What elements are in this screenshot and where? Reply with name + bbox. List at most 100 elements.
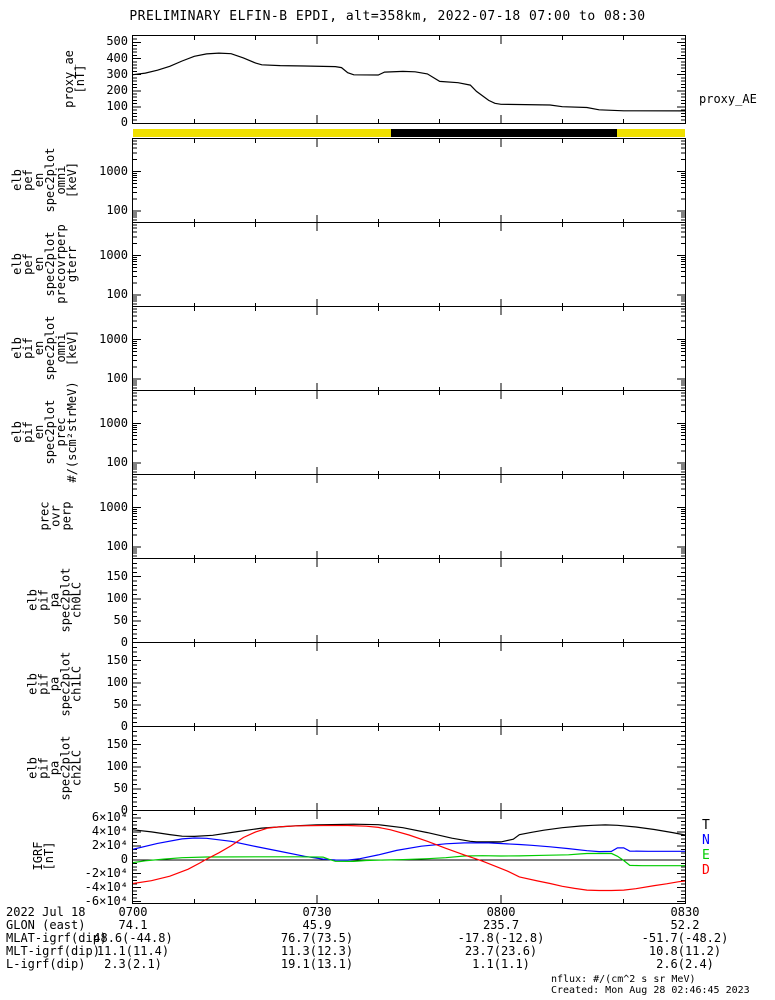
y-axis-label-elb_pef_en_spec2plot_precovrperp_gterr: elb pef en spec2plot precovrperp gterr [10, 224, 79, 304]
panel-elb_pif_pa_spec2plot_ch0lc [132, 558, 686, 644]
orbit-bar-segment-0 [133, 129, 391, 137]
ephemeris-value: -51.7(-48.2) [641, 931, 729, 945]
x-tick-label-0700: 0700 [118, 905, 148, 919]
y-tick-label-proxy_ae: 200 [106, 82, 128, 97]
y-axis-label-elb_pif_en_spec2plot_prec: elb pif en spec2plot prec #/(scm²strMeV) [10, 381, 79, 483]
y-tick-label-elb_pif_pa_spec2plot_ch2lc: 100 [106, 758, 128, 773]
ephemeris-value: 76.7(73.5) [280, 931, 354, 945]
panel-canvas-igrf [133, 811, 685, 903]
ephemeris-value: 19.1(13.1) [280, 957, 354, 971]
ephemeris-value: 23.7(23.6) [464, 944, 538, 958]
orbit-status-bar [133, 129, 685, 137]
y-tick-label-prec_ovr_perp: 1000 [99, 499, 128, 514]
ephemeris-value: -17.8(-12.8) [457, 931, 545, 945]
y-tick-label-igrf: -6×10⁴ [84, 893, 128, 908]
ephemeris-row-label-1: MLAT-igrf(dip) [6, 931, 108, 945]
panel-canvas-prec_ovr_perp [133, 475, 685, 559]
orbit-bar-segment-2 [616, 129, 685, 137]
plot-title: PRELIMINARY ELFIN-B EPDI, alt=358km, 202… [129, 9, 646, 24]
series-D-igrf [133, 824, 685, 892]
panel-prec_ovr_perp [132, 474, 686, 560]
y-tick-label-elb_pif_pa_spec2plot_ch0lc: 50 [113, 612, 128, 627]
y-axis-label-elb_pif_pa_spec2plot_ch1lc: elb pif pa spec2plot ch1LC [25, 651, 84, 717]
y-tick-label-elb_pef_en_spec2plot_omni: 1000 [99, 163, 128, 178]
legend-entry-E: E [702, 848, 710, 863]
y-tick-label-elb_pif_en_spec2plot_omni: 100 [106, 371, 128, 386]
y-axis-label-elb_pif_pa_spec2plot_ch2lc: elb pif pa spec2plot ch2LC [25, 735, 84, 801]
ephemeris-row-label-0: GLON (east) [6, 918, 86, 932]
ephemeris-value: 48.6(-44.8) [93, 931, 173, 945]
series-E-igrf [133, 852, 685, 867]
panel-canvas-elb_pif_en_spec2plot_omni [133, 307, 685, 391]
panel-canvas-proxy_ae [133, 36, 685, 123]
y-tick-label-elb_pif_pa_spec2plot_ch1lc: 50 [113, 696, 128, 711]
y-axis-label-elb_pif_en_spec2plot_omni: elb pif en spec2plot omni [keV] [10, 315, 79, 381]
footer-created-timestamp: Created: Mon Aug 28 02:46:45 2023 [551, 985, 750, 996]
x-tick-label-0830: 0830 [670, 905, 700, 919]
panel-canvas-elb_pif_pa_spec2plot_ch0lc [133, 559, 685, 643]
panel-canvas-elb_pef_en_spec2plot_omni [133, 139, 685, 223]
y-tick-label-igrf: 0 [120, 851, 128, 866]
ephemeris-value: 45.9 [302, 918, 332, 932]
y-tick-label-prec_ovr_perp: 100 [106, 539, 128, 554]
y-tick-label-elb_pif_pa_spec2plot_ch0lc: 100 [106, 590, 128, 605]
legend-entry-N: N [702, 833, 710, 848]
ephemeris-value: 10.8(11.2) [648, 944, 722, 958]
series-proxy_AE-proxy_ae [133, 52, 685, 112]
orbit-bar-segment-1 [390, 129, 617, 137]
panel-elb_pif_en_spec2plot_prec [132, 390, 686, 476]
y-tick-label-elb_pif_pa_spec2plot_ch1lc: 0 [120, 719, 128, 733]
y-axis-label-proxy_ae: proxy_ae [nT] [62, 49, 87, 108]
legend-entry-T: T [702, 818, 710, 833]
ephemeris-date: 2022 Jul 18 [6, 905, 86, 919]
y-tick-label-igrf: -4×10⁴ [84, 879, 128, 894]
y-tick-label-proxy_ae: 100 [106, 98, 128, 113]
ephemeris-value: 11.1(11.4) [96, 944, 170, 958]
y-tick-label-proxy_ae: 500 [106, 34, 128, 49]
y-tick-label-proxy_ae: 300 [106, 66, 128, 81]
y-tick-label-elb_pif_pa_spec2plot_ch0lc: 0 [120, 635, 128, 649]
y-tick-label-elb_pif_en_spec2plot_prec: 100 [106, 455, 128, 470]
y-axis-label-elb_pif_pa_spec2plot_ch0lc: elb pif pa spec2plot ch0LC [25, 567, 84, 633]
ephemeris-row-label-3: L-igrf(dip) [6, 957, 86, 971]
ephemeris-row-label-2: MLT-igrf(dip) [6, 944, 100, 958]
panel-elb_pif_pa_spec2plot_ch2lc [132, 726, 686, 812]
x-tick-label-0730: 0730 [302, 905, 332, 919]
y-axis-label-prec_ovr_perp: prec ovr perp [37, 501, 74, 531]
legend-entry-D: D [702, 863, 710, 878]
panel-elb_pef_en_spec2plot_precovrperp_gterr [132, 222, 686, 308]
y-axis-label-elb_pef_en_spec2plot_omni: elb pef en spec2plot omni [keV] [10, 147, 79, 213]
panel-canvas-elb_pef_en_spec2plot_precovrperp_gterr [133, 223, 685, 307]
panel-elb_pif_en_spec2plot_omni [132, 306, 686, 392]
panel-elb_pif_pa_spec2plot_ch1lc [132, 642, 686, 728]
y-tick-label-elb_pef_en_spec2plot_omni: 100 [106, 203, 128, 218]
ephemeris-value: 74.1 [118, 918, 148, 932]
y-tick-label-elb_pef_en_spec2plot_precovrperp_gterr: 1000 [99, 247, 128, 262]
x-tick-label-0800: 0800 [486, 905, 516, 919]
ephemeris-value: 2.3(2.1) [104, 957, 162, 971]
y-tick-label-elb_pif_pa_spec2plot_ch1lc: 100 [106, 674, 128, 689]
y-tick-label-elb_pef_en_spec2plot_precovrperp_gterr: 100 [106, 287, 128, 302]
ephemeris-value: 11.3(12.3) [280, 944, 354, 958]
panel-igrf [132, 810, 686, 904]
series-T-igrf [133, 823, 685, 843]
y-tick-label-igrf: 4×10⁴ [91, 823, 128, 838]
y-tick-label-elb_pif_pa_spec2plot_ch2lc: 0 [120, 803, 128, 817]
y-tick-label-igrf: 2×10⁴ [91, 837, 128, 852]
y-tick-label-elb_pif_pa_spec2plot_ch1lc: 150 [106, 652, 128, 667]
panel-canvas-elb_pif_pa_spec2plot_ch1lc [133, 643, 685, 727]
ephemeris-value: 2.6(2.4) [656, 957, 714, 971]
y-tick-label-proxy_ae: 0 [120, 115, 128, 129]
panel-elb_pef_en_spec2plot_omni [132, 138, 686, 224]
series-N-igrf [133, 837, 685, 861]
panel-canvas-elb_pif_en_spec2plot_prec [133, 391, 685, 475]
panel-canvas-elb_pif_pa_spec2plot_ch2lc [133, 727, 685, 811]
y-tick-label-elb_pif_pa_spec2plot_ch0lc: 150 [106, 568, 128, 583]
y-tick-label-elb_pif_en_spec2plot_omni: 1000 [99, 331, 128, 346]
y-tick-label-elb_pif_pa_spec2plot_ch2lc: 150 [106, 736, 128, 751]
panel-proxy_ae [132, 35, 686, 124]
y-tick-label-elb_pif_pa_spec2plot_ch2lc: 50 [113, 780, 128, 795]
y-tick-label-igrf: 6×10⁴ [91, 809, 128, 824]
footer-nflux-units: nflux: #/(cm^2 s sr MeV) [551, 974, 696, 985]
